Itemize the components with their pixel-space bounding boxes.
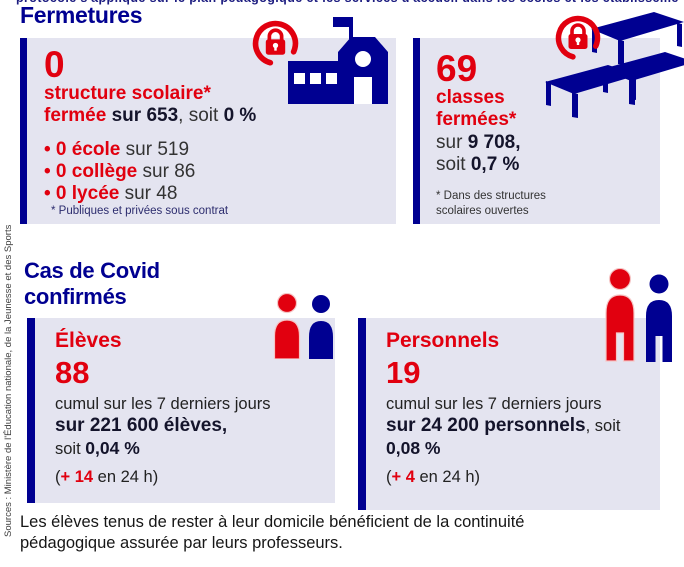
classes-pct-line: soit 0,7 %: [436, 154, 660, 176]
footer-note: Les élèves tenus de rester à leur domici…: [20, 512, 672, 554]
lock-badge-icon: [252, 20, 299, 67]
structures-footnote: * Publiques et privées sous contrat: [51, 205, 229, 217]
personnels-title: Personnels: [386, 329, 500, 352]
school-building-icon: [288, 17, 388, 104]
personnels-delta-rest: en 24 h): [414, 467, 481, 486]
lock-badge-icon: [555, 15, 601, 61]
bullet-lycee: • 0 lycée sur 48: [44, 183, 396, 205]
bullet-ecole-count: • 0 école: [44, 138, 126, 160]
covid-heading: Cas de Covid confirmés: [24, 258, 160, 310]
student-red-icon: [273, 293, 301, 359]
bullet-college: • 0 collège sur 86: [44, 161, 396, 183]
bullet-college-total: sur 86: [142, 161, 196, 183]
personnel-icons: [605, 268, 672, 362]
personnels-value: 19: [386, 355, 421, 391]
personnels-cumul: cumul sur les 7 derniers jours: [386, 395, 602, 414]
eleves-pct: 0,04 %: [85, 437, 140, 458]
eleves-cumul: cumul sur les 7 derniers jours: [55, 395, 271, 414]
covid-heading-line1: Cas de Covid: [24, 258, 160, 283]
students-icons: [273, 293, 333, 359]
structures-pct: 0 %: [223, 105, 257, 127]
eleves-value: 88: [55, 355, 90, 391]
bullet-ecole: • 0 école sur 519: [44, 139, 396, 161]
classes-total-line: sur 9 708,: [436, 132, 660, 154]
classes-footnote: * Dans des structures scolaires ouvertes: [436, 189, 546, 217]
classes-label-2: fermées*: [436, 109, 517, 131]
clipped-top-text: protocole s'applique sur le plan pédagog…: [16, 0, 678, 6]
bullet-lycee-count: • 0 lycée: [44, 183, 125, 205]
eleves-soit: soit: [55, 439, 86, 458]
footer-note-line1: Les élèves tenus de rester à leur domici…: [20, 513, 525, 531]
personnels-delta: + 4: [391, 467, 415, 486]
classes-total: 9 708,: [467, 131, 521, 153]
classes-value: 69: [436, 48, 478, 89]
structures-label: structure scolaire*: [44, 83, 211, 104]
eleves-pct-line: soit 0,04 %: [55, 438, 335, 459]
personnels-total: sur 24 200 personnels: [386, 415, 586, 437]
eleves-total: sur 221 600 élèves,: [55, 415, 228, 437]
eleves-delta: + 14: [60, 467, 94, 486]
source-credit: Sources : Ministère de l'Éducation natio…: [3, 224, 14, 537]
classes-soit: soit: [436, 154, 471, 176]
bullet-lycee-total: sur 48: [124, 183, 178, 205]
clipped-top-text-content: protocole s'applique sur le plan pédagog…: [16, 0, 678, 5]
student-blue-icon: [309, 295, 333, 359]
eleves-paren: (: [55, 467, 61, 486]
structures-soit: , soit: [178, 105, 224, 127]
structures-fermee: fermée: [44, 105, 112, 127]
eleves-title: Élèves: [55, 329, 122, 352]
bullet-ecole-total: sur 519: [125, 138, 190, 160]
bullet-college-count: • 0 collège: [44, 161, 143, 183]
structures-bullet-list: • 0 école sur 519 • 0 collège sur 86 • 0…: [44, 139, 396, 206]
fermetures-heading: Fermetures: [20, 2, 143, 28]
footer-note-line2: pédagogique assurée par leurs professeur…: [20, 533, 343, 552]
structures-total: sur 653: [111, 105, 179, 127]
structures-detail-line: fermée sur 653, soit 0 %: [44, 105, 396, 127]
desks-icon: [545, 12, 684, 118]
personnel-blue-icon: [646, 274, 672, 362]
covid-heading-line2: confirmés: [24, 283, 127, 309]
eleves-delta-rest: en 24 h): [93, 467, 159, 486]
personnels-pct: 0,08 %: [386, 437, 441, 458]
personnels-paren: (: [386, 467, 392, 486]
classes-pct: 0,7 %: [470, 154, 520, 176]
personnels-soit: , soit: [585, 417, 621, 436]
classes-label-1: classes: [436, 87, 505, 108]
classes-sur: sur: [436, 131, 468, 153]
eleves-delta-line: (+ 14 en 24 h): [55, 468, 335, 487]
structures-value: 0: [44, 44, 65, 85]
personnels-total-line: sur 24 200 personnels, soit: [386, 414, 660, 438]
personnels-delta-line: (+ 4 en 24 h): [386, 468, 660, 487]
personnel-red-icon: [605, 268, 635, 362]
